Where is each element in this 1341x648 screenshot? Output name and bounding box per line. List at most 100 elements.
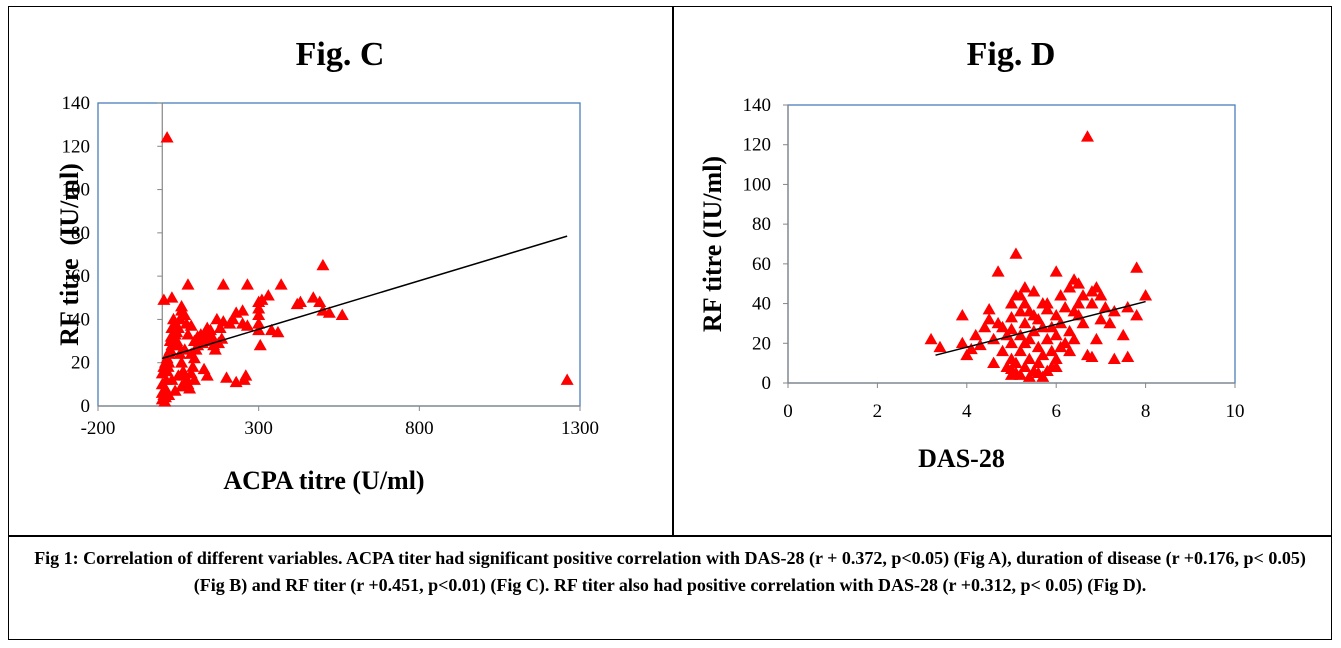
data-point xyxy=(1058,301,1072,313)
data-point xyxy=(1098,301,1112,313)
data-point xyxy=(168,384,182,396)
data-point xyxy=(1036,370,1050,382)
data-point xyxy=(1018,360,1032,372)
data-point xyxy=(1063,324,1077,337)
data-point xyxy=(1031,356,1045,369)
data-point xyxy=(240,278,254,290)
scatter-chart-fig-d: Fig. D0 2 4 6 8 10020406080100120140DAS-28RF … xyxy=(698,36,1245,473)
data-point xyxy=(316,258,330,271)
data-point xyxy=(220,371,234,383)
data-point xyxy=(1022,352,1036,365)
data-point xyxy=(1036,348,1050,361)
data-point xyxy=(1054,340,1068,353)
data-point xyxy=(274,278,288,290)
data-point xyxy=(208,343,222,355)
data-point xyxy=(240,319,254,331)
data-point xyxy=(1009,289,1023,301)
data-point xyxy=(252,302,266,314)
data-point xyxy=(982,303,996,315)
y-tick-label: 60 xyxy=(752,254,771,275)
data-point xyxy=(560,373,574,385)
data-point xyxy=(1063,281,1077,293)
data-point xyxy=(200,321,214,333)
data-point xyxy=(186,360,200,372)
data-point xyxy=(1049,328,1063,341)
data-point xyxy=(1000,360,1014,372)
data-point xyxy=(184,347,198,359)
y-tick-label: 60 xyxy=(71,266,90,287)
data-point xyxy=(1045,320,1059,333)
y-axis-label: RF titre (IU/ml) xyxy=(698,156,727,332)
data-point xyxy=(1036,297,1050,309)
data-point xyxy=(1049,308,1063,321)
y-tick-label: 140 xyxy=(743,95,772,116)
y-axis-label: RF titre (IU/ml) xyxy=(55,163,84,346)
data-point xyxy=(1130,308,1144,321)
data-point xyxy=(205,330,219,342)
data-point xyxy=(175,304,189,316)
data-point xyxy=(1031,312,1045,325)
data-point xyxy=(1094,312,1108,325)
x-axis-label: DAS-28 xyxy=(918,444,1005,473)
data-point xyxy=(252,317,266,329)
x-axis-label: ACPA titre (U/ml) xyxy=(223,466,424,495)
trendline xyxy=(935,300,1146,356)
data-point xyxy=(1018,316,1032,329)
x-tick-label: 300 xyxy=(244,418,273,439)
data-point xyxy=(1018,297,1032,309)
figure-frame xyxy=(8,6,1332,640)
data-point xyxy=(969,328,983,341)
data-point xyxy=(290,297,304,310)
data-point xyxy=(978,320,992,333)
x-tick-label: -200 xyxy=(81,418,116,439)
x-tick-label: 800 xyxy=(405,418,434,439)
data-point xyxy=(178,343,192,355)
data-point xyxy=(181,278,195,290)
x-tick-label: 0 xyxy=(783,401,793,422)
data-point xyxy=(1049,352,1063,365)
x-tick-label: 10 xyxy=(1226,401,1245,422)
y-tick-label: 80 xyxy=(752,214,771,235)
data-point xyxy=(165,373,179,385)
data-point xyxy=(1013,368,1027,380)
data-point xyxy=(306,291,320,303)
chart-title: Fig. D xyxy=(967,36,1056,73)
data-point xyxy=(1013,305,1027,317)
data-point xyxy=(1049,360,1063,372)
data-point xyxy=(187,373,201,385)
y-tick-label: 40 xyxy=(71,309,90,330)
x-tick-label: 4 xyxy=(962,401,972,422)
data-point xyxy=(165,291,179,303)
data-point xyxy=(181,328,195,340)
data-point xyxy=(1027,285,1041,297)
data-point xyxy=(213,321,227,333)
data-point xyxy=(1005,336,1018,349)
data-point xyxy=(1130,261,1144,273)
data-point xyxy=(1036,320,1050,333)
y-tick-label: 100 xyxy=(743,174,772,195)
x-tick-label: 2 xyxy=(873,401,883,422)
y-tick-label: 20 xyxy=(71,353,90,374)
data-point xyxy=(1089,332,1103,345)
data-point xyxy=(271,325,285,338)
data-point xyxy=(313,295,327,307)
data-point xyxy=(1085,285,1099,297)
data-point xyxy=(933,340,947,353)
data-point xyxy=(1080,348,1094,361)
data-point xyxy=(1054,289,1068,301)
data-point xyxy=(1139,289,1153,301)
data-point xyxy=(200,369,214,381)
data-point xyxy=(1067,332,1081,345)
data-point xyxy=(1022,332,1036,345)
data-point xyxy=(162,356,176,368)
y-tick-label: 40 xyxy=(752,294,771,315)
data-point xyxy=(1107,352,1121,365)
data-point xyxy=(1085,297,1099,309)
y-tick-label: 20 xyxy=(752,333,771,354)
data-point xyxy=(1027,364,1041,376)
data-point xyxy=(1022,305,1036,317)
data-point xyxy=(1005,310,1018,323)
data-point xyxy=(1009,247,1023,259)
data-point xyxy=(1116,328,1130,341)
data-point xyxy=(1045,344,1059,357)
